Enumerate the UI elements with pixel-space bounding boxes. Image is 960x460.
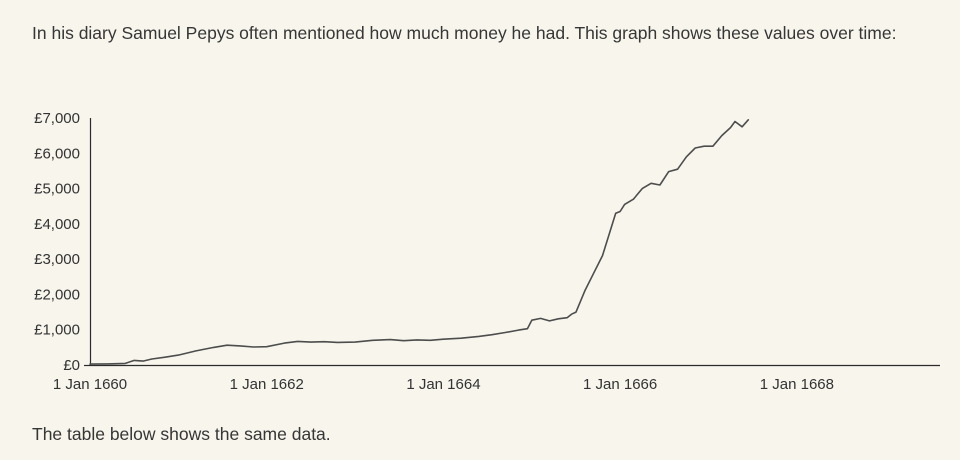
intro-text: In his diary Samuel Pepys often mentione… xyxy=(32,23,897,43)
x-axis-label: 1 Jan 1668 xyxy=(760,376,834,393)
chart-axes xyxy=(89,118,940,367)
y-axis-label: £4,000 xyxy=(34,216,80,233)
y-axis-label: £5,000 xyxy=(34,181,80,198)
y-axis-label: £6,000 xyxy=(34,145,80,162)
y-axis-label: £2,000 xyxy=(34,286,80,303)
y-axis-label: £7,000 xyxy=(34,110,80,127)
x-axis-label: 1 Jan 1664 xyxy=(406,376,480,393)
wealth-chart: £0 £1,000 £2,000 £3,000 £4,000 £5,000 £6,000 £7… xyxy=(0,100,960,410)
x-axis-label: 1 Jan 1666 xyxy=(583,376,657,393)
x-axis-label: 1 Jan 1662 xyxy=(230,376,304,393)
y-axis-label: £3,000 xyxy=(34,251,80,268)
wealth-line xyxy=(89,118,750,365)
wealth-chart-svg: £0 £1,000 £2,000 £3,000 £4,000 £5,000 £6,000 £7… xyxy=(34,110,940,393)
footer-text: The table below shows the same data. xyxy=(32,424,331,444)
y-axis-label: £1,000 xyxy=(34,322,80,339)
x-axis-label: 1 Jan 1660 xyxy=(53,376,127,393)
y-axis-label: £0 xyxy=(63,357,80,374)
